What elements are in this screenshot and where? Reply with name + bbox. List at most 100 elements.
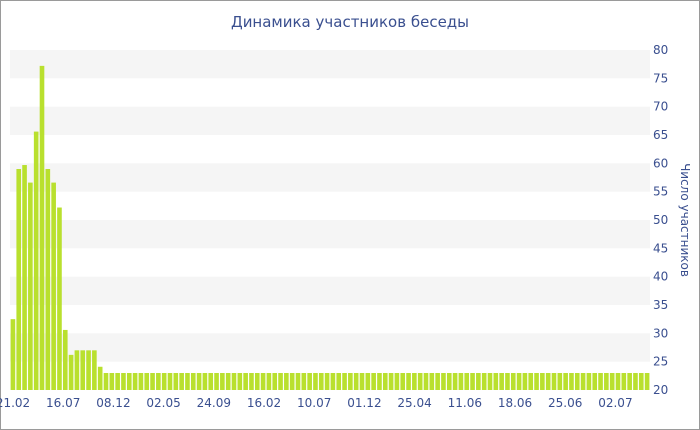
x-tick-label: 25.06 — [548, 396, 582, 410]
bar — [161, 373, 167, 390]
bar — [173, 373, 179, 390]
x-tick-label: 11.06 — [448, 396, 482, 410]
bar — [39, 65, 45, 391]
bar — [150, 373, 155, 390]
bar — [528, 373, 534, 390]
bar — [609, 373, 615, 390]
x-axis-ticks: 21.02 16.07 08.12 02.05 24.09 16.02 10.07 01.12… — [0, 396, 633, 410]
bar — [237, 373, 243, 390]
y-tick-label: 70 — [653, 100, 668, 114]
x-tick-label: 10.07 — [297, 396, 331, 410]
bar — [185, 373, 190, 390]
bar — [266, 373, 272, 390]
bar — [318, 373, 324, 390]
bar — [62, 329, 68, 390]
bar — [359, 373, 365, 390]
bar — [167, 373, 173, 390]
bar — [214, 373, 219, 390]
bar — [33, 131, 39, 390]
y-axis-label: Число участников — [678, 163, 692, 277]
bar — [446, 373, 452, 390]
bar — [406, 373, 411, 390]
bar — [510, 373, 516, 390]
x-tick-label: 02.07 — [598, 396, 632, 410]
bar — [336, 373, 342, 390]
x-tick-label: 21.02 — [0, 396, 30, 410]
bar — [179, 373, 184, 390]
bar — [423, 373, 429, 390]
bar — [126, 373, 132, 390]
grid-band — [10, 276, 650, 305]
bar — [499, 373, 504, 390]
bar — [580, 373, 586, 390]
bar — [28, 182, 33, 390]
bar — [208, 373, 214, 390]
y-tick-label: 75 — [653, 71, 668, 85]
bar — [260, 373, 266, 390]
bar — [74, 350, 80, 390]
x-tick-label: 16.02 — [247, 396, 281, 410]
bar — [400, 373, 406, 390]
bar — [190, 373, 196, 390]
bar — [377, 373, 382, 390]
bar — [586, 373, 592, 390]
bar — [196, 373, 202, 390]
bar — [51, 182, 56, 390]
bar — [295, 373, 301, 390]
grid-bands — [10, 50, 650, 362]
bar — [289, 373, 295, 390]
bar — [621, 373, 627, 390]
bar — [557, 373, 563, 390]
bar — [516, 373, 522, 390]
bar — [470, 373, 475, 390]
grid-band — [10, 106, 650, 135]
bar — [109, 373, 115, 390]
bar — [132, 373, 138, 390]
x-tick-label: 02.05 — [146, 396, 180, 410]
bar — [22, 165, 27, 390]
bar — [278, 373, 283, 390]
y-tick-label: 50 — [653, 213, 668, 227]
y-tick-label: 40 — [653, 270, 668, 284]
bar — [644, 373, 650, 390]
bar — [365, 373, 371, 390]
bar — [592, 373, 598, 390]
bar — [638, 373, 644, 390]
bar — [103, 373, 109, 390]
bar — [534, 373, 539, 390]
bar — [86, 350, 91, 390]
bar — [540, 373, 545, 390]
bar — [220, 373, 225, 390]
bar — [417, 373, 423, 390]
bar — [615, 373, 621, 390]
bar — [284, 373, 289, 390]
bar — [487, 373, 493, 390]
bar — [458, 373, 464, 390]
bar — [138, 373, 144, 390]
bar — [10, 319, 16, 390]
y-tick-label: 25 — [653, 355, 668, 369]
y-tick-label: 35 — [653, 298, 668, 312]
bar — [16, 169, 22, 390]
bar — [563, 373, 568, 390]
bar — [505, 373, 510, 390]
bar — [115, 373, 120, 390]
bar — [633, 373, 638, 390]
bar — [243, 373, 248, 390]
bars-group — [10, 65, 650, 391]
bar — [627, 373, 632, 390]
bar — [249, 373, 254, 390]
bar — [522, 373, 528, 390]
bar — [435, 373, 440, 390]
bar — [574, 373, 580, 390]
bar — [382, 373, 388, 390]
bar — [68, 354, 74, 390]
bar — [121, 373, 126, 390]
bar — [598, 373, 603, 390]
x-tick-label: 25.04 — [397, 396, 431, 410]
bar — [569, 373, 574, 390]
bar — [254, 373, 260, 390]
bar — [429, 373, 435, 390]
bar — [493, 373, 499, 390]
